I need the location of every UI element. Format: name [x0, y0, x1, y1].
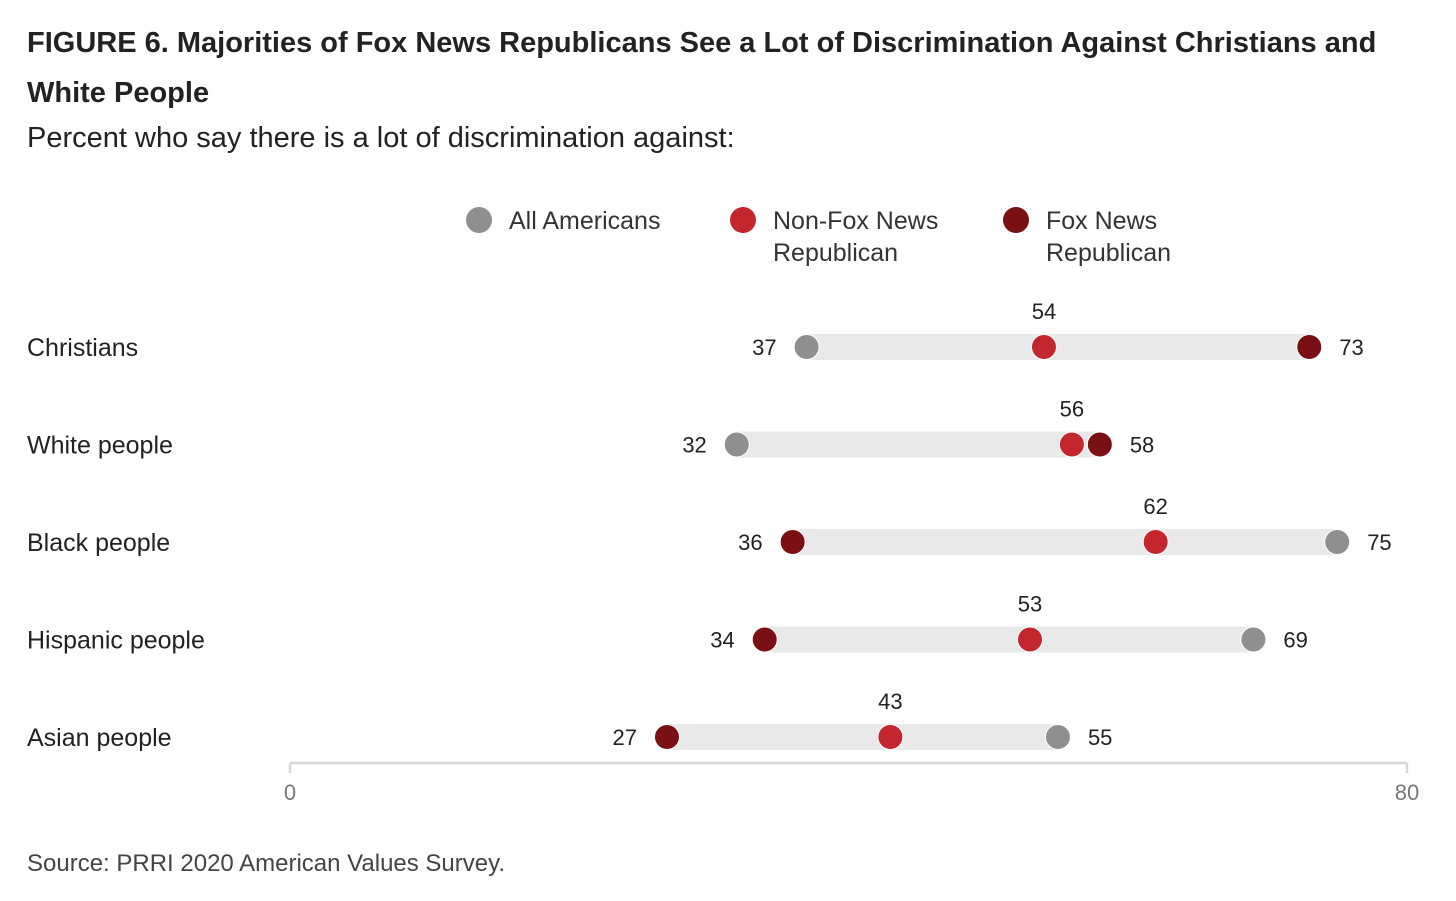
legend-label-fox-republican: Fox News Republican: [1046, 207, 1172, 267]
dot-all-americans-christians: [793, 334, 820, 360]
x-tick-label-max: 80: [1395, 780, 1419, 805]
range-bar-asian-people: [666, 724, 1058, 750]
dot-all-americans-asian-people: [1044, 724, 1071, 750]
dot-non-fox-republican-asian-people: [877, 724, 904, 750]
value-label-non-fox-republican-asian-people: 43: [878, 689, 902, 714]
legend-label-non-fox-republican: Non-Fox News Republican: [773, 207, 939, 267]
value-label-fox-republican-asian-people: 27: [613, 725, 637, 750]
category-label-hispanic-people: Hispanic people: [27, 627, 205, 655]
range-bar-hispanic-people: [764, 626, 1254, 653]
dot-non-fox-republican-christians: [1030, 334, 1057, 360]
value-label-non-fox-republican-white-people: 56: [1060, 397, 1084, 422]
legend-marker-fox-republican: [1003, 207, 1029, 233]
range-bar-christians: [806, 334, 1310, 360]
legend-item-non-fox-republican: Non-Fox News Republican: [730, 205, 938, 269]
dot-non-fox-republican-hispanic-people: [1017, 626, 1044, 653]
legend-marker-non-fox-republican: [730, 207, 756, 233]
x-tick-label-min: 0: [284, 780, 296, 805]
chart-title: FIGURE 6. Majorities of Fox News Republi…: [27, 27, 1377, 109]
range-bar-white-people: [736, 431, 1100, 458]
dot-fox-republican-hispanic-people: [751, 626, 778, 653]
value-label-all-americans-hispanic-people: 69: [1283, 628, 1307, 653]
value-label-fox-republican-christians: 73: [1339, 335, 1363, 360]
chart-subtitle: Percent who say there is a lot of discri…: [27, 122, 735, 154]
value-label-fox-republican-white-people: 58: [1130, 433, 1154, 458]
dot-all-americans-black-people: [1324, 529, 1351, 555]
value-label-all-americans-christians: 37: [752, 335, 776, 360]
value-label-fox-republican-black-people: 36: [738, 530, 762, 555]
range-bar-black-people: [792, 529, 1338, 555]
category-label-christians: Christians: [27, 334, 138, 362]
dot-fox-republican-white-people: [1086, 431, 1113, 458]
source-note: Source: PRRI 2020 American Values Survey…: [27, 850, 506, 877]
dot-non-fox-republican-white-people: [1058, 431, 1085, 458]
category-label-asian-people: Asian people: [27, 724, 172, 752]
dot-fox-republican-black-people: [779, 529, 806, 555]
value-label-all-americans-black-people: 75: [1367, 530, 1391, 555]
value-label-all-americans-asian-people: 55: [1088, 725, 1112, 750]
dot-all-americans-hispanic-people: [1240, 626, 1267, 653]
dot-fox-republican-christians: [1296, 334, 1323, 360]
dot-all-americans-white-people: [723, 431, 750, 458]
value-label-non-fox-republican-christians: 54: [1032, 299, 1056, 324]
legend-item-all-americans: All Americans: [466, 205, 660, 237]
legend-label-all-americans: All Americans: [509, 207, 661, 235]
legend-item-fox-republican: Fox News Republican: [1003, 205, 1171, 269]
dot-fox-republican-asian-people: [653, 724, 680, 750]
category-label-black-people: Black people: [27, 529, 170, 557]
legend-marker-all-americans: [466, 207, 492, 233]
dot-non-fox-republican-black-people: [1142, 529, 1169, 555]
value-label-all-americans-white-people: 32: [682, 433, 706, 458]
value-label-non-fox-republican-hispanic-people: 53: [1018, 592, 1042, 617]
value-label-non-fox-republican-black-people: 62: [1143, 494, 1167, 519]
category-label-white-people: White people: [27, 432, 173, 460]
value-label-fox-republican-hispanic-people: 34: [710, 628, 734, 653]
